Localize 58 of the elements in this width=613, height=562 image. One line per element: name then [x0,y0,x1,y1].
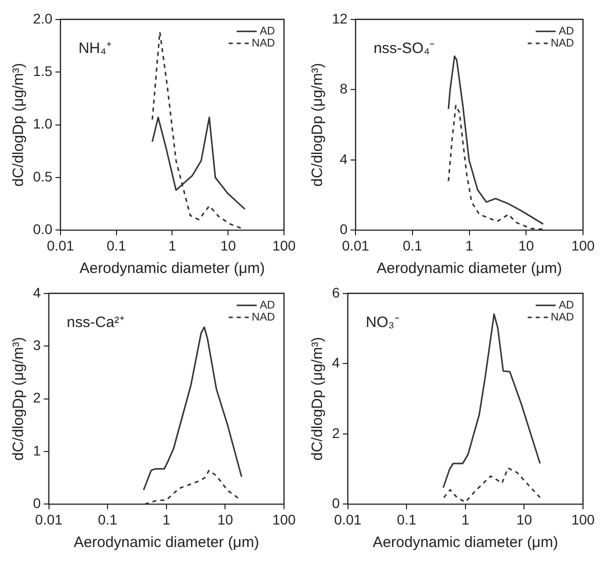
y-axis-title: dC/dlogDp (μg/m³) [309,336,326,461]
y-tick-label: 0 [332,495,340,512]
y-tick-label: 2 [332,424,340,441]
annotation: nss-Ca²⁺ [66,314,124,332]
annotation: nss-SO₄⁻ [374,40,435,58]
x-tick-label: 100 [272,511,296,528]
x-tick-label: 1 [168,237,176,254]
y-tick-label: 1 [32,442,41,458]
x-tick-label: 0.01 [342,237,370,254]
y-tick-label: 4 [332,354,340,371]
x-tick-label: 0.01 [35,511,63,528]
legend-label: NAD [550,37,574,50]
x-tick-label: 10 [516,511,532,528]
x-tick-label: 10 [220,237,236,254]
x-tick-label: 100 [571,237,595,254]
y-axis-title: dC/dlogDp (μg/m³) [10,62,28,187]
legend-label: AD [260,25,276,38]
y-tick-label: 1.0 [32,116,53,132]
x-tick-label: 1 [461,511,470,528]
x-tick-label: 10 [217,511,234,528]
y-tick-label: 12 [332,10,348,26]
y-tick-label: 2.0 [32,10,53,26]
annotation: NH₄⁺ [78,40,112,58]
y-tick-label: 4 [340,150,348,167]
x-tick-label: 1 [465,237,474,254]
x-tick-label: 0.1 [106,237,126,254]
x-tick-label: 0.1 [396,511,417,528]
y-tick-label: 0.5 [32,168,53,184]
legend-label: AD [558,299,574,312]
y-axis-title: dC/dlogDp (μg/m³) [309,62,326,187]
legend-label: NAD [252,37,276,50]
legend-label: AD [558,25,574,38]
x-tick-label: 0.1 [98,511,118,528]
legend-label: NAD [252,311,276,324]
y-tick-label: 0.0 [32,221,53,238]
y-tick-label: 4 [32,284,41,300]
y-tick-label: 8 [340,80,348,97]
x-tick-label: 0.01 [334,511,362,528]
x-axis-title: Aerodynamic diameter (μm) [74,534,260,552]
annotation: NO₃⁻ [366,314,400,332]
x-axis-title: Aerodynamic diameter (μm) [80,260,265,278]
legend-label: AD [260,299,276,312]
legend-label: NAD [550,311,574,324]
x-tick-label: 1 [162,511,170,528]
y-tick-label: 2 [32,390,41,406]
y-tick-label: 3 [32,336,41,353]
x-tick-label: 100 [571,511,595,528]
x-tick-label: 0.01 [46,237,74,254]
x-axis-title: Aerodynamic diameter (μm) [376,260,562,278]
x-axis-title: Aerodynamic diameter (μm) [372,534,558,552]
x-tick-label: 0.1 [402,237,422,254]
x-tick-label: 10 [518,237,534,254]
y-tick-label: 6 [332,284,340,300]
y-tick-label: 0 [340,221,348,238]
y-tick-label: 1.5 [32,62,53,79]
y-tick-label: 0 [32,495,41,512]
x-tick-label: 100 [272,237,296,254]
y-axis-title: dC/dlogDp (μg/m³) [10,336,28,461]
